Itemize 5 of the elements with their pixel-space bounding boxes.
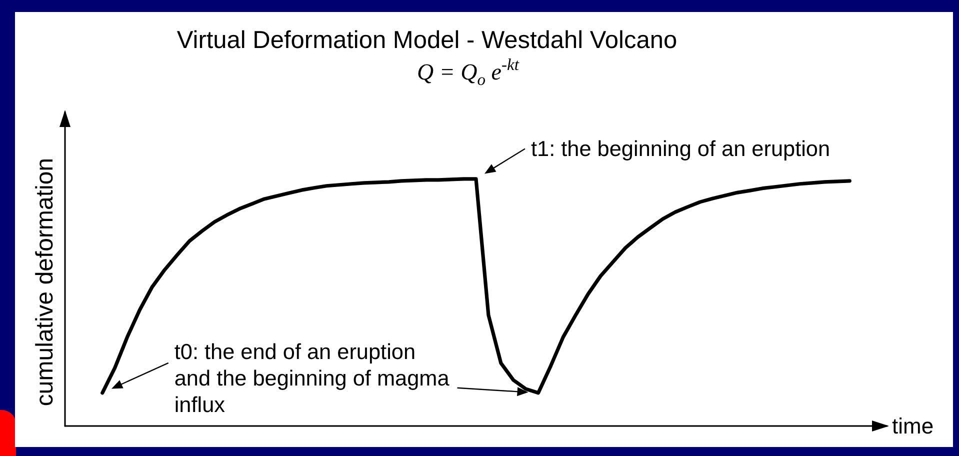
chart-title: Virtual Deformation Model - Westdahl Volcano: [176, 27, 678, 54]
y-axis-title: cumulative deformation: [32, 158, 58, 406]
x-axis-title: time: [892, 414, 934, 438]
text: t1: the beginning of an eruption: [531, 136, 830, 162]
annotation: t0: the end of an eruption and the beginning of magma influx: [174, 339, 450, 418]
